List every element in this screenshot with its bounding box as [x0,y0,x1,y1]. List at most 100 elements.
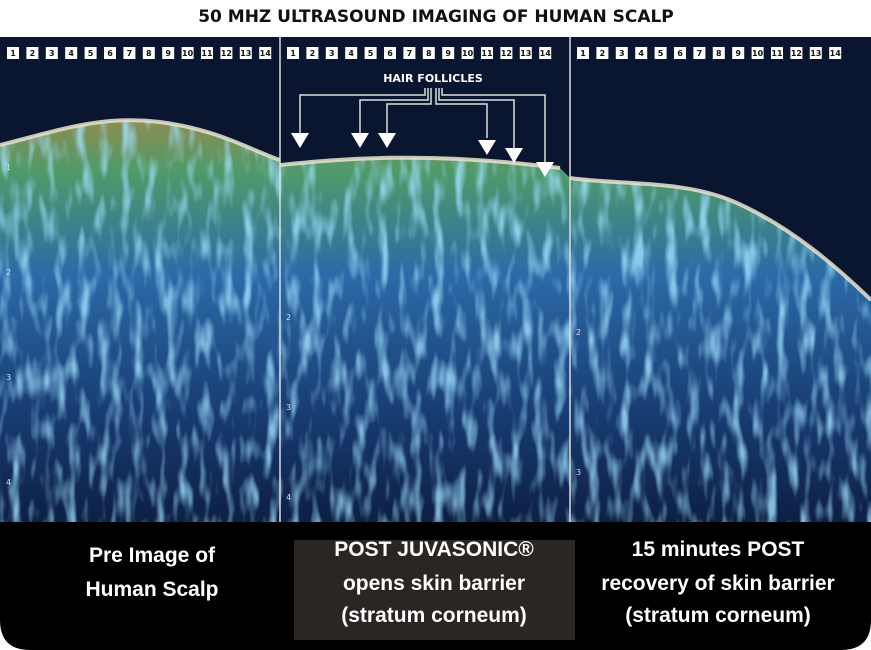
depth-label: 3 [286,403,291,412]
ruler-label: 14 [540,49,552,58]
ruler-label: 9 [445,49,451,58]
ruler-box [364,47,377,59]
ruler-box [481,47,493,59]
caption: Human Scalp [85,578,218,601]
caption: Pre Image of [89,544,216,567]
ruler-box [142,47,155,59]
ruler-label: 4 [348,49,354,58]
ruler-box [403,47,416,59]
ruler-box [422,47,435,59]
annotation-lines [299,88,546,162]
ruler-label: 2 [310,49,316,58]
ruler-label: 8 [146,49,152,58]
ruler-label: 6 [107,49,113,58]
ruler-label: 4 [638,49,644,58]
ruler-box [809,47,822,59]
ruler-label: 7 [127,49,133,58]
ruler-label: 12 [791,49,802,58]
caption: POST JUVASONIC® [334,538,534,561]
depth-label: 3 [6,373,11,382]
ruler-label: 13 [810,49,821,58]
ruler-box [577,47,589,59]
ruler-label: 9 [165,49,171,58]
ruler-box [790,47,803,59]
ruler-label: 12 [501,49,512,58]
ruler-label: 8 [426,49,432,58]
ruler-box [239,47,252,59]
ruler-box [162,47,175,59]
ruler-box [654,47,667,59]
ruler-label: 4 [68,49,74,58]
ruler-label: 11 [771,49,783,58]
ruler-label: 5 [658,49,664,58]
ruler-box [325,47,338,59]
ruler-label: 10 [182,49,194,58]
ruler-label: 6 [677,49,683,58]
ruler-box [751,47,764,59]
ruler-label: 3 [329,49,335,58]
ruler-box [306,47,319,59]
ruler-box [615,47,628,59]
ruler-label: 1 [290,49,296,58]
ruler-box [287,47,299,59]
ruler-label: 2 [600,49,606,58]
caption: recovery of skin barrier [601,572,834,595]
ruler-label: 5 [88,49,94,58]
ruler-box [693,47,706,59]
ruler-label: 1 [580,49,586,58]
ruler-box [384,47,396,59]
title: 50 MHZ ULTRASOUND IMAGING OF HUMAN SCALP [198,7,674,27]
ruler-box [104,47,116,59]
ruler-box [7,47,19,59]
ruler-label: 6 [387,49,393,58]
ruler-label: 12 [221,49,232,58]
ruler-box [829,47,842,59]
ruler-box [181,47,194,59]
ruler-label: 10 [752,49,764,58]
ruler-box [771,47,783,59]
ruler-label: 1 [10,49,16,58]
ruler-label: 14 [260,49,272,58]
ruler-label: 5 [368,49,374,58]
ruler-box [732,47,745,59]
depth-label: 2 [6,268,11,277]
ruler-box [345,47,358,59]
depth-label: 2 [286,313,291,322]
caption: (stratum corneum) [341,604,527,627]
ruler-label: 8 [716,49,722,58]
caption: opens skin barrier [343,572,525,595]
ruler-label: 3 [619,49,625,58]
ruler-box [442,47,455,59]
caption-highlight [294,540,575,640]
ruler-label: 7 [407,49,413,58]
depth-label: 3 [576,468,581,477]
ruler-label: 13 [520,49,531,58]
ruler-box [26,47,39,59]
ruler-box [259,47,272,59]
ruler-box [500,47,513,59]
ruler-box [65,47,78,59]
ruler-label: 9 [735,49,741,58]
caption: (stratum corneum) [625,604,811,627]
annotation: HAIR FOLLICLES [383,72,483,85]
ruler-box [674,47,686,59]
skin-surface [0,118,871,302]
ruler-box [461,47,474,59]
ruler-box [539,47,552,59]
ruler-box [45,47,58,59]
ruler-box [220,47,233,59]
depth-label: 2 [576,328,581,337]
ruler-label: 13 [240,49,251,58]
ruler-label: 11 [201,49,213,58]
ruler-box [635,47,648,59]
ruler-box [201,47,213,59]
ruler-box [596,47,609,59]
ruler-label: 7 [697,49,703,58]
ruler-label: 10 [462,49,474,58]
arrows [291,133,554,177]
ruler-label: 2 [30,49,36,58]
ruler-label: 3 [49,49,55,58]
ruler-box [123,47,136,59]
